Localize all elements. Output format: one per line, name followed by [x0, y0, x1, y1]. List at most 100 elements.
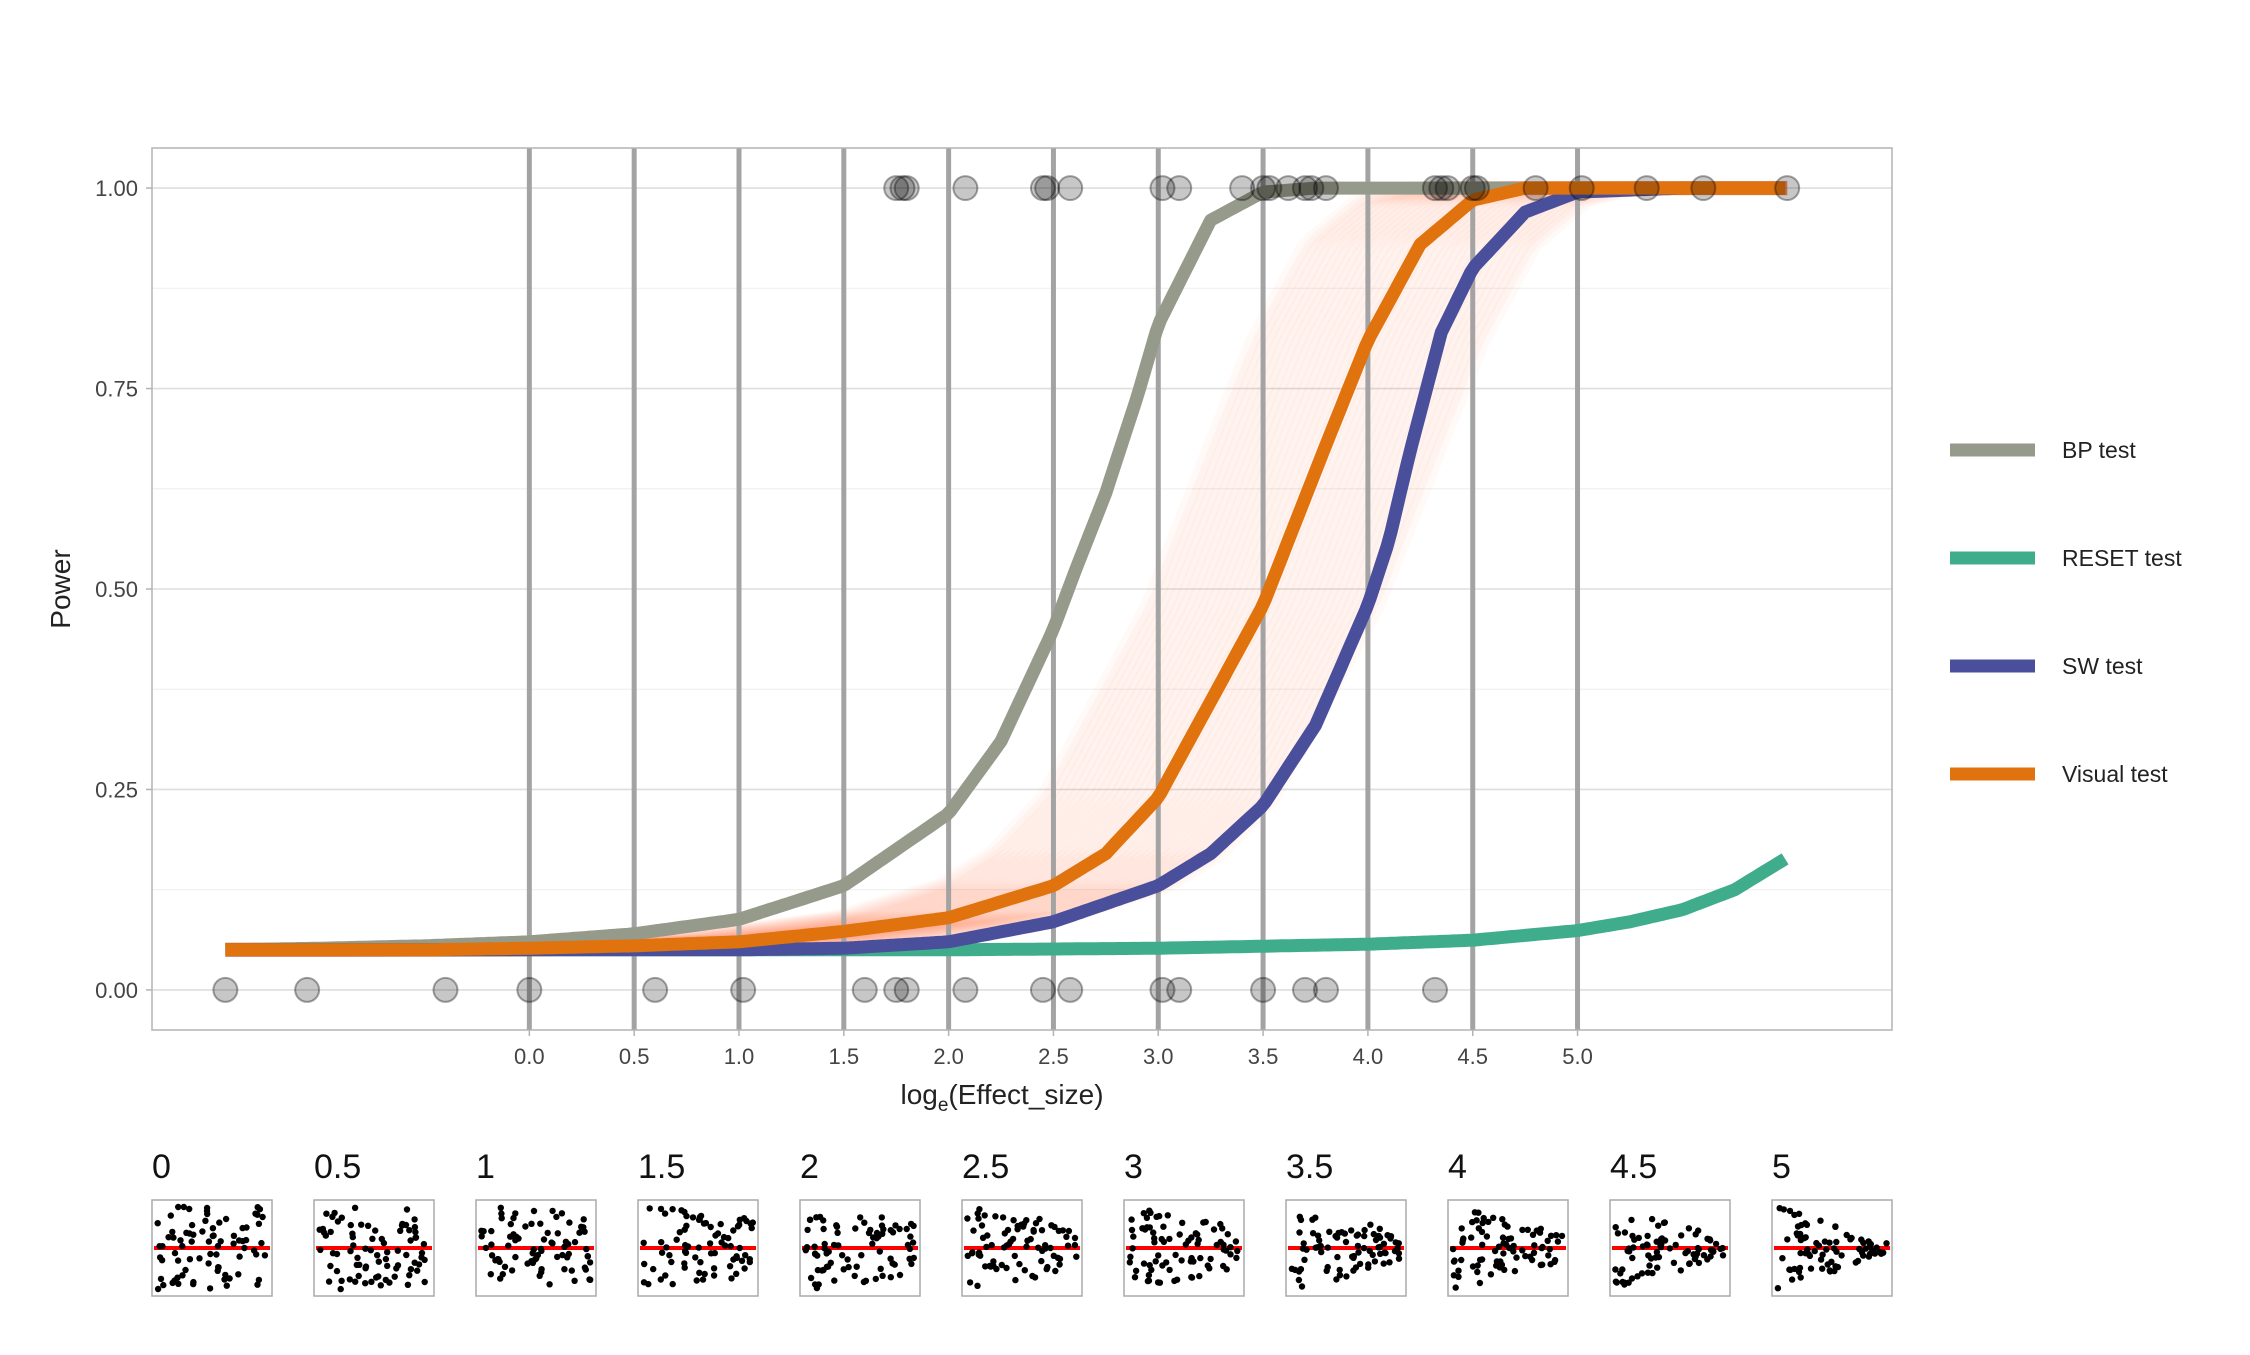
thumbnail-dot: [1865, 1253, 1873, 1260]
thumbnail-dot: [1485, 1218, 1492, 1226]
thumbnail-dot: [827, 1259, 834, 1267]
thumbnail-dot: [1129, 1245, 1136, 1252]
thumbnail-dot: [1291, 1266, 1299, 1274]
thumbnail-dot: [362, 1280, 369, 1287]
thumbnail-dot: [1071, 1234, 1079, 1242]
thumbnail-dot: [411, 1223, 419, 1231]
thumbnail-dot: [645, 1280, 652, 1288]
thumbnail-dot: [1139, 1225, 1146, 1232]
point-power-1: [1568, 175, 1595, 202]
x-axis-title: loge(Effect_size): [900, 1079, 1103, 1116]
thumbnail-dot: [1195, 1236, 1202, 1244]
thumbnail-dot: [351, 1204, 359, 1212]
thumbnail-dot: [1652, 1254, 1659, 1261]
thumbnail-dot: [553, 1213, 560, 1221]
thumbnail-dot: [1476, 1279, 1484, 1287]
thumbnail-dot: [1817, 1217, 1824, 1224]
thumbnail-dot: [222, 1215, 230, 1223]
thumbnail-dot: [736, 1221, 743, 1229]
thumbnail-dot: [226, 1275, 233, 1282]
thumbnail-dot: [806, 1216, 814, 1224]
thumbnail-dot: [1210, 1226, 1218, 1233]
thumbnail-dot: [1232, 1238, 1240, 1245]
thumbnail-dot: [1786, 1207, 1794, 1215]
thumbnail-dot: [1455, 1267, 1462, 1274]
thumbnail-dot: [1301, 1256, 1308, 1264]
thumbnail-dot: [170, 1234, 177, 1241]
thumbnail-dot: [681, 1248, 689, 1255]
point-power-1: [1029, 175, 1056, 202]
thumbnail-dot: [1495, 1243, 1503, 1250]
thumbnail-dot: [171, 1249, 179, 1257]
thumbnail-dot: [1156, 1212, 1163, 1220]
thumbnail-dot: [538, 1266, 545, 1273]
thumbnail-dot: [397, 1227, 404, 1235]
thumbnail-dot: [1614, 1230, 1622, 1237]
x-axis-title-main: log: [900, 1079, 937, 1110]
point-power-1: [889, 175, 916, 202]
thumbnail-dot: [349, 1230, 356, 1237]
thumbnail-dot: [726, 1263, 734, 1270]
thumbnail-panel: 2: [799, 1148, 921, 1297]
point-power-0: [1250, 976, 1277, 1003]
thumbnail-dot: [1449, 1245, 1457, 1253]
thumbnail-dot: [1155, 1252, 1162, 1259]
thumbnail-dot: [1554, 1238, 1562, 1245]
thumbnail-dot: [402, 1221, 410, 1229]
thumbnail-dot: [695, 1216, 703, 1224]
thumbnail-dot: [1653, 1248, 1661, 1256]
thumbnail-dot: [414, 1267, 421, 1274]
curve-visual-test: [223, 181, 1788, 957]
thumbnail-dot: [1299, 1245, 1307, 1252]
point-power-0: [893, 976, 920, 1003]
x-tick-label: 2.5: [1038, 1044, 1069, 1069]
thumbnail-dot: [488, 1241, 495, 1248]
thumbnail-dot: [1023, 1243, 1030, 1250]
thumbnail-dot: [190, 1278, 197, 1286]
legend-label: RESET test: [2062, 545, 2182, 571]
thumbnail-dot: [811, 1281, 819, 1288]
thumbnail-dot: [862, 1277, 870, 1285]
thumbnail-dot: [586, 1259, 594, 1266]
thumbnail-dot: [650, 1265, 657, 1273]
thumbnail-dot: [820, 1225, 827, 1233]
thumbnail-dot: [1629, 1254, 1636, 1262]
thumbnail-dot: [1612, 1224, 1619, 1231]
thumbnail-dot: [374, 1252, 381, 1259]
thumbnail-dot: [1361, 1232, 1368, 1240]
thumbnail-dot: [903, 1225, 910, 1233]
thumbnail-dot: [1804, 1246, 1811, 1253]
thumbnail-dot: [415, 1261, 423, 1268]
thumbnail-dot: [1538, 1244, 1545, 1252]
thumbnail-dot: [323, 1210, 330, 1217]
thumbnail-dot: [1179, 1219, 1186, 1227]
thumbnail-dot: [1455, 1273, 1462, 1281]
thumbnail-dot: [1326, 1228, 1333, 1236]
thumbnail-dot: [169, 1279, 176, 1287]
point-power-1: [1256, 175, 1283, 202]
thumbnail-dot: [1833, 1248, 1840, 1255]
thumbnail-dot: [736, 1244, 743, 1252]
thumbnail-dot: [411, 1216, 418, 1223]
thumbnail-dot: [1012, 1276, 1019, 1284]
thumbnail-dot: [1038, 1257, 1045, 1265]
thumbnail-dot: [175, 1280, 182, 1288]
thumbnail-dot: [1334, 1253, 1341, 1261]
thumbnail-dot: [1145, 1271, 1153, 1279]
thumbnail-dot: [663, 1244, 670, 1251]
thumbnail-dot: [403, 1251, 410, 1259]
thumbnail-dot: [1791, 1265, 1798, 1273]
thumbnail-dot: [1156, 1279, 1164, 1286]
thumbnail-dot: [179, 1272, 186, 1279]
point-power-0: [212, 976, 239, 1003]
thumbnail-dot: [356, 1261, 363, 1269]
thumbnail-dot: [586, 1276, 593, 1283]
thumbnail-dot: [1295, 1276, 1303, 1284]
thumbnail-dot: [578, 1223, 585, 1231]
thumbnail-dot: [1178, 1257, 1185, 1264]
thumbnail-dot: [1843, 1231, 1850, 1239]
thumbnail-dot: [1166, 1266, 1173, 1274]
thumbnail-dot: [1660, 1219, 1668, 1227]
thumbnail-dot: [1127, 1253, 1134, 1261]
thumbnail-dot: [512, 1237, 519, 1244]
